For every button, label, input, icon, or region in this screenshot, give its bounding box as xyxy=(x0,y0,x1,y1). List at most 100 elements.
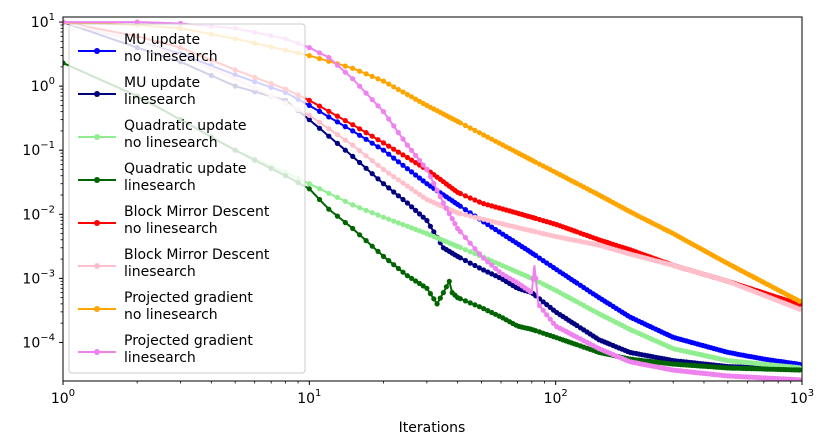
series-point xyxy=(357,132,363,138)
series-point xyxy=(404,91,410,98)
series-point xyxy=(395,159,401,165)
series-point xyxy=(342,124,348,130)
series-point xyxy=(462,257,468,264)
axis-layer: 100 101 102 103 10−4 10−3 10−2 10−1 100 101 xyxy=(22,12,814,407)
series-point xyxy=(467,195,473,201)
series-point xyxy=(326,54,332,61)
series-point xyxy=(452,221,458,227)
series-point xyxy=(334,119,340,125)
series-point xyxy=(334,132,340,138)
series-point xyxy=(316,56,323,62)
series-point xyxy=(342,69,348,75)
series-point xyxy=(400,162,406,168)
series-point xyxy=(409,204,415,210)
series-point xyxy=(527,289,534,295)
series-point xyxy=(369,133,375,139)
series-point xyxy=(350,225,356,232)
series-point xyxy=(446,278,452,284)
series-point xyxy=(404,166,410,172)
series-point xyxy=(375,248,381,254)
series-point xyxy=(391,123,397,129)
series-point xyxy=(431,180,437,187)
series-point xyxy=(400,136,406,142)
series-point xyxy=(363,238,369,244)
legend-label: no linesearch xyxy=(124,307,218,323)
series-point xyxy=(462,234,468,241)
series-point xyxy=(386,151,392,157)
series-point xyxy=(409,94,415,100)
x-tick-label: 103 xyxy=(790,388,814,407)
series-point xyxy=(462,207,468,213)
legend-label: Projected gradient xyxy=(124,290,253,306)
series-6 xyxy=(63,19,802,312)
series-point xyxy=(316,50,323,56)
series-point xyxy=(350,153,356,159)
legend-label: linesearch xyxy=(124,92,196,108)
series-point xyxy=(467,260,473,266)
series-point xyxy=(404,223,410,229)
series-point xyxy=(467,300,473,306)
series-point xyxy=(334,113,340,119)
series-point xyxy=(409,225,415,231)
series-point xyxy=(496,269,502,275)
series-point xyxy=(457,296,463,302)
series-point xyxy=(306,181,312,187)
series-point xyxy=(375,137,381,143)
x-tick-label: 102 xyxy=(544,388,568,407)
series-point xyxy=(386,116,392,122)
series-point xyxy=(350,65,356,71)
legend-marker xyxy=(94,263,100,269)
series-point xyxy=(457,255,463,261)
series-point xyxy=(375,176,381,182)
series-point xyxy=(400,269,406,275)
series-point xyxy=(409,169,415,175)
series-point xyxy=(386,81,392,87)
legend-marker xyxy=(94,306,100,312)
series-point xyxy=(375,76,381,82)
series-point xyxy=(380,78,387,84)
series-point xyxy=(485,259,491,265)
series-point xyxy=(457,244,463,251)
series-point xyxy=(434,187,440,193)
series-point xyxy=(492,265,499,272)
series-point xyxy=(481,267,487,273)
y-tick-label: 101 xyxy=(31,12,55,31)
series-point xyxy=(457,120,463,126)
series-point xyxy=(481,201,487,207)
series-point xyxy=(357,159,363,166)
series-point xyxy=(134,19,140,25)
series-point xyxy=(431,296,437,302)
series-point xyxy=(326,114,332,120)
series-point xyxy=(380,166,387,173)
series-point xyxy=(391,174,397,180)
series-point xyxy=(357,83,363,89)
series-point xyxy=(369,73,375,79)
series-point xyxy=(400,222,406,228)
series-point xyxy=(350,202,356,208)
series-point xyxy=(386,170,392,176)
series-point xyxy=(400,152,406,158)
x-tick-label: 101 xyxy=(297,388,321,407)
series-point xyxy=(375,162,381,168)
legend-box xyxy=(68,23,306,374)
legend-marker xyxy=(94,177,100,183)
series-point xyxy=(462,298,468,304)
series-point xyxy=(316,119,323,125)
series-point xyxy=(404,273,410,279)
series-point xyxy=(796,298,802,304)
series-point xyxy=(316,125,323,131)
series-point xyxy=(391,189,397,195)
series-point xyxy=(326,58,332,64)
series-point xyxy=(485,134,491,140)
y-tick-label: 10−3 xyxy=(22,268,55,287)
series-point xyxy=(363,165,369,171)
series-point xyxy=(796,306,802,312)
series-point xyxy=(420,283,426,289)
series-point xyxy=(481,306,487,312)
series-point xyxy=(326,133,332,139)
series-point xyxy=(437,295,443,301)
